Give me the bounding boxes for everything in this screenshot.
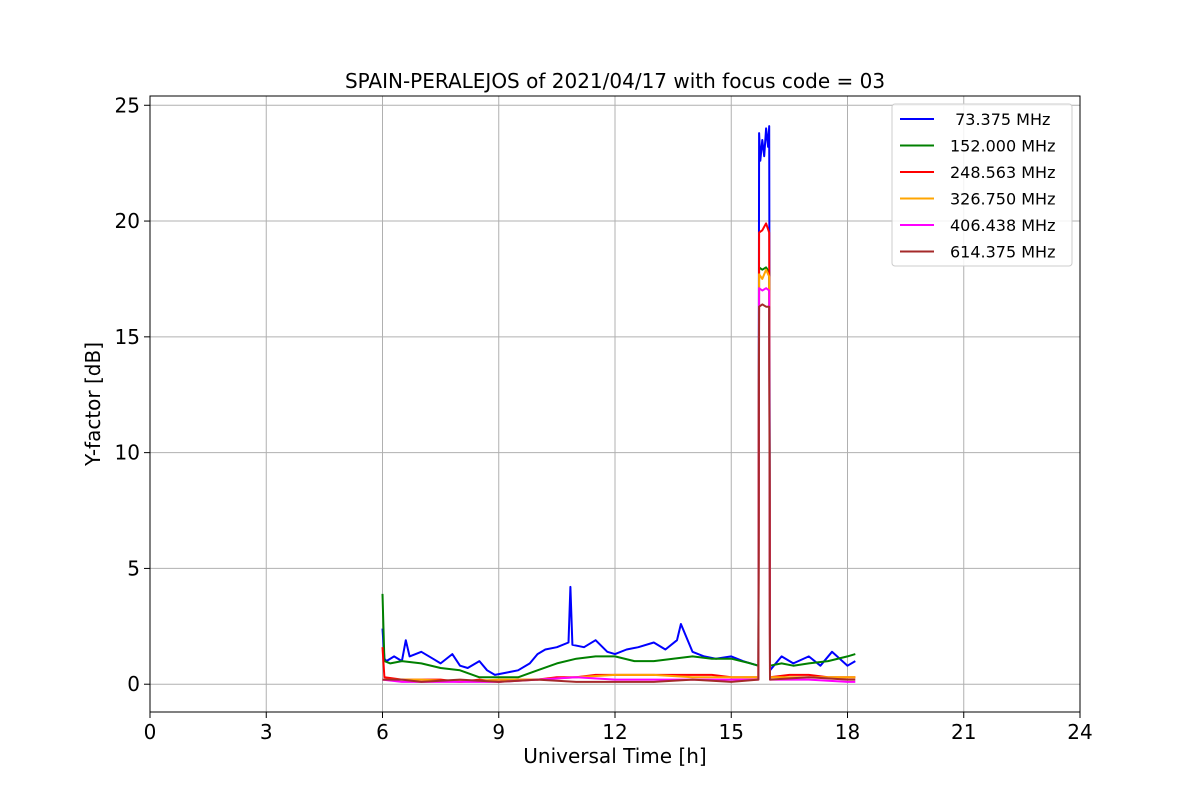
series-line-1 (381, 125, 856, 676)
x-axis: 0 3 6 9 12 15 18 21 24 (144, 712, 1093, 744)
y-tick-label: 5 (127, 556, 140, 580)
plot-area (381, 125, 856, 683)
x-tick-label: 6 (376, 720, 389, 744)
x-tick-label: 12 (602, 720, 627, 744)
x-tick-label: 18 (835, 720, 860, 744)
x-axis-title: Universal Time [h] (523, 744, 706, 768)
y-axis-title: Y-factor [dB] (81, 342, 105, 467)
legend-label: 248.563 MHz (950, 163, 1055, 182)
x-tick-label: 24 (1067, 720, 1092, 744)
x-tick-label: 9 (492, 720, 505, 744)
legend-label: 152.000 MHz (950, 137, 1055, 156)
series-line-6 (382, 303, 856, 683)
y-tick-label: 0 (127, 672, 140, 696)
x-tick-label: 15 (719, 720, 744, 744)
series-line-2 (381, 266, 856, 679)
chart-title: SPAIN-PERALEJOS of 2021/04/17 with focus… (345, 69, 885, 93)
x-tick-label: 21 (951, 720, 976, 744)
legend-label: 326.750 MHz (950, 190, 1055, 209)
legend: 73.375 MHz 152.000 MHz 248.563 MHz 326.750 … (891, 103, 1073, 267)
legend-label: 406.438 MHz (950, 216, 1055, 235)
y-axis: 0 5 10 15 20 25 (115, 93, 150, 696)
y-tick-label: 15 (115, 325, 140, 349)
legend-box (891, 103, 1073, 267)
x-tick-label: 3 (260, 720, 273, 744)
legend-label: 614.375 MHz (950, 243, 1055, 262)
legend-label: 73.375 MHz (950, 110, 1050, 129)
x-tick-label: 0 (144, 720, 157, 744)
y-tick-label: 10 (115, 441, 140, 465)
y-tick-label: 25 (115, 93, 140, 117)
y-tick-label: 20 (115, 209, 140, 233)
